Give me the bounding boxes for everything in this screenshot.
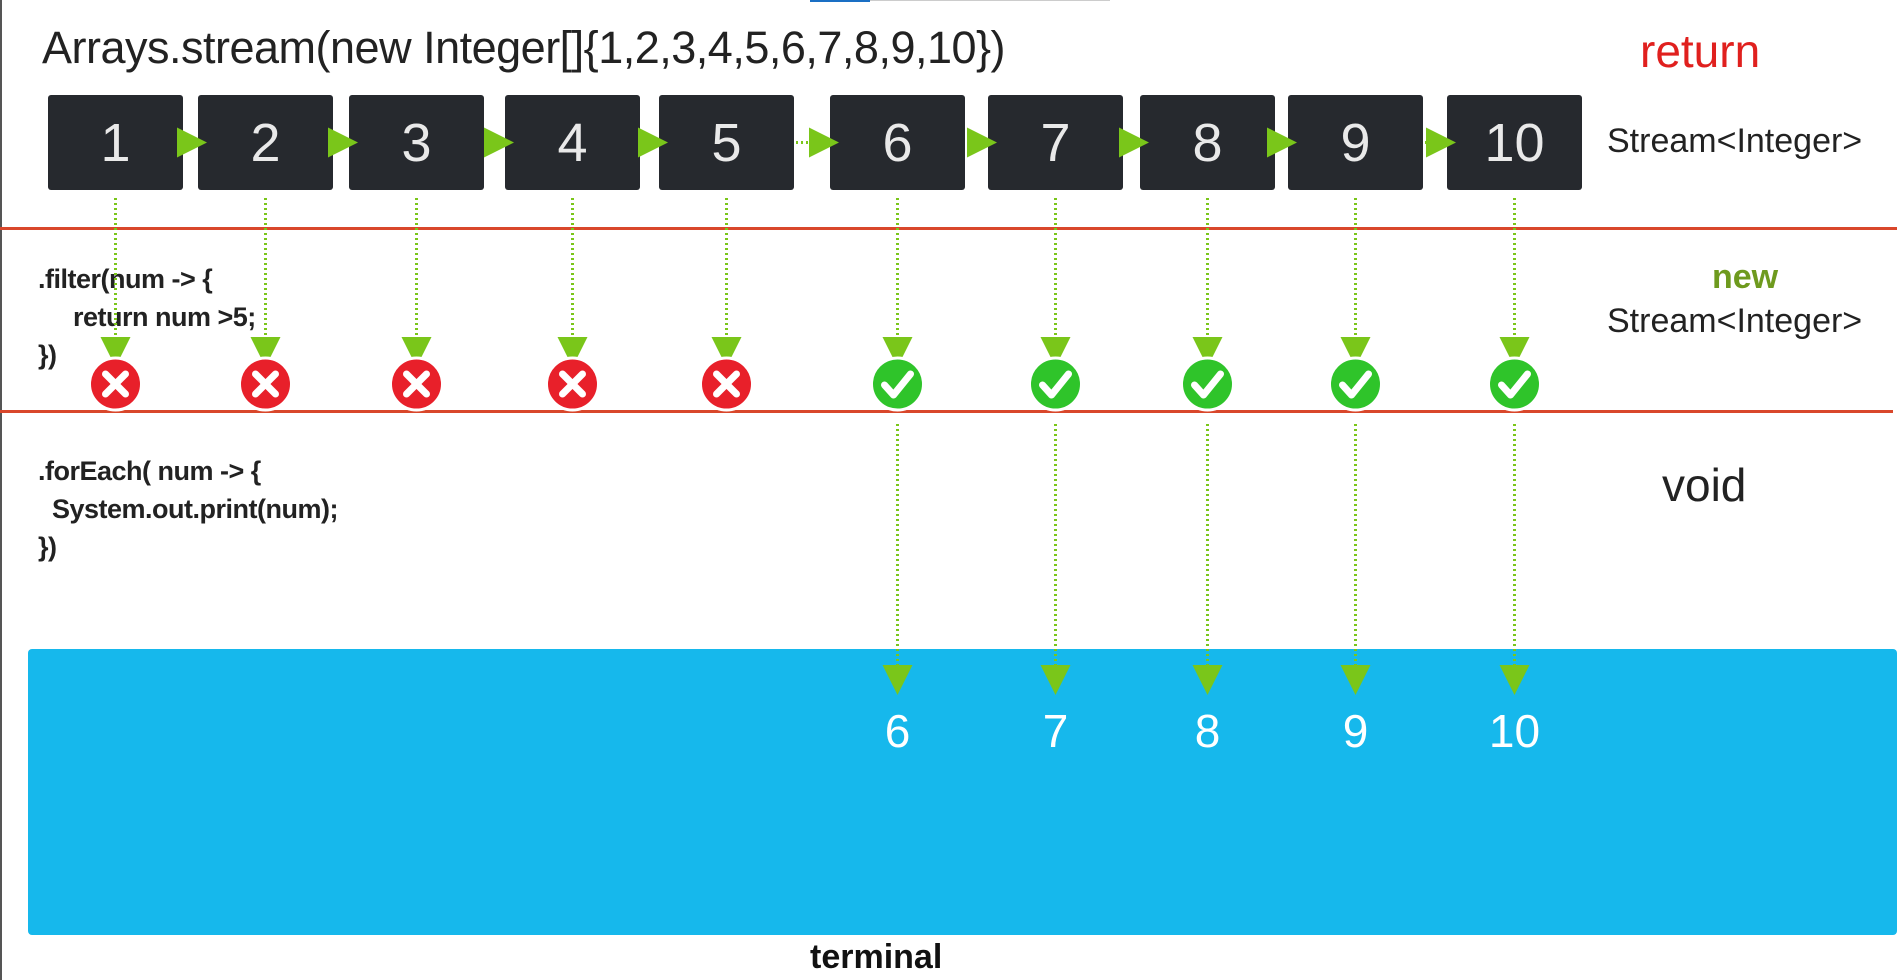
divider-filter-top: [0, 227, 1897, 230]
stream-element-box: 7: [988, 95, 1123, 190]
stream-element-box: 8: [1140, 95, 1275, 190]
terminal-output-value: 9: [1342, 705, 1369, 757]
stream-element-box: 3: [349, 95, 484, 190]
filter-code: .filter(num -> { return num >5; }): [38, 264, 256, 370]
x-circle-icon: [389, 356, 444, 412]
terminal-output-value: 7: [1042, 705, 1069, 757]
new-stream-type-label: Stream<Integer>: [1607, 302, 1863, 340]
terminal-output-value: 10: [1488, 705, 1541, 757]
terminal-output-value: 8: [1194, 705, 1221, 757]
terminal-label: terminal: [810, 938, 943, 976]
stream-element-box: 5: [659, 95, 794, 190]
stream-element-box: 6: [830, 95, 965, 190]
check-circle-icon: [1028, 356, 1083, 412]
left-border: [0, 0, 2, 980]
check-circle-icon: [1328, 356, 1383, 412]
stream-type-label: Stream<Integer>: [1607, 122, 1863, 160]
check-circle-icon: [1180, 356, 1235, 412]
stream-element-box: 1: [48, 95, 183, 190]
x-circle-icon: [545, 356, 600, 412]
stream-element-box: 9: [1288, 95, 1423, 190]
x-circle-icon: [88, 356, 143, 412]
stream-source-code: Arrays.stream(new Integer[]{1,2,3,4,5,6,…: [42, 22, 1006, 73]
x-circle-icon: [238, 356, 293, 412]
stream-element-box: 4: [505, 95, 640, 190]
return-label: return: [1640, 25, 1761, 77]
void-label: void: [1662, 459, 1747, 511]
terminal-output-area: [28, 649, 1897, 935]
stream-element-box: 2: [198, 95, 333, 190]
check-circle-icon: [870, 356, 925, 412]
top-tab-indicator: [810, 0, 870, 2]
divider-filter-bottom: [0, 410, 1893, 413]
check-circle-icon: [1487, 356, 1542, 412]
foreach-code: .forEach( num -> { System.out.print(num)…: [38, 456, 339, 562]
top-tab-line: [870, 0, 1110, 1]
stream-element-box: 10: [1447, 95, 1582, 190]
x-circle-icon: [699, 356, 754, 412]
terminal-output-value: 6: [884, 705, 911, 757]
new-label: new: [1712, 258, 1779, 296]
